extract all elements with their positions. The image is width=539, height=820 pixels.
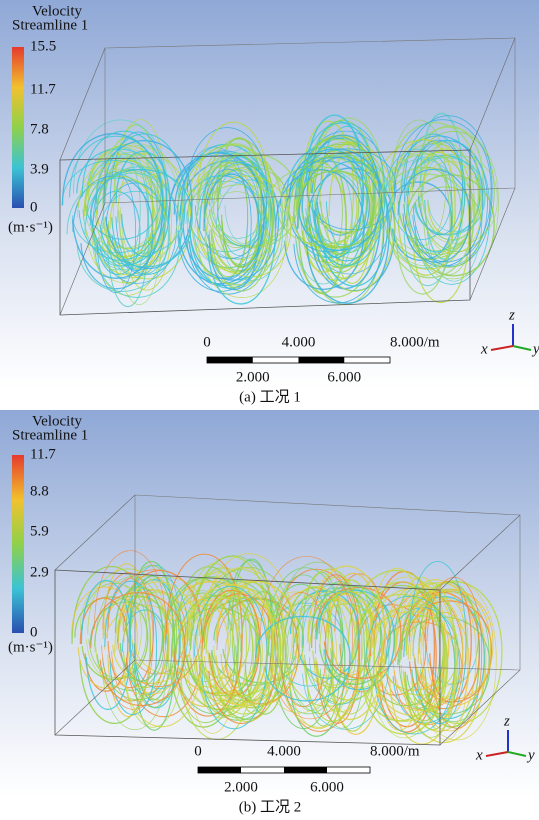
axis-label-z: z [508, 307, 515, 323]
colorbar-label: 11.7 [30, 81, 56, 97]
scale-label: 0 [194, 743, 202, 759]
colorbar-label: 15.5 [30, 38, 56, 54]
legend-subtitle: Streamline 1 [12, 17, 88, 33]
scale-bar-segment [198, 767, 241, 773]
scale-bar-segment [284, 767, 327, 773]
colorbar-label: 2.9 [30, 564, 49, 580]
scale-label: 6.000 [327, 369, 361, 385]
scale-label: 6.000 [310, 779, 344, 795]
colorbar-label: 5.9 [30, 523, 49, 539]
legend-subtitle: Streamline 1 [12, 427, 88, 443]
scale-label: 2.000 [236, 369, 270, 385]
colorbar [12, 455, 24, 633]
body: VelocityStreamline 115.511.77.83.90(m·s⁻… [0, 0, 539, 820]
caption: (b) 工况 2 [239, 798, 302, 815]
scale-label: 2.000 [224, 779, 258, 795]
scale-label: 4.000 [267, 743, 301, 759]
colorbar-label: 0 [30, 199, 38, 215]
legend-unit: (m·s⁻¹) [8, 219, 53, 235]
scale-label: 8.000/m [390, 334, 440, 350]
axis-label-y: y [531, 341, 539, 357]
colorbar-label: 8.8 [30, 483, 49, 499]
colorbar [12, 47, 24, 208]
axis-label-z: z [503, 713, 510, 729]
axis-label-x: x [475, 747, 483, 763]
colorbar-label: 7.8 [30, 121, 49, 137]
colorbar-label: 0 [30, 624, 38, 640]
scale-label: 0 [203, 334, 211, 350]
colorbar-label: 11.7 [30, 446, 56, 462]
scale-bar-segment [207, 357, 253, 363]
page: {"panels":[ {"legend":{"title":"Velocity… [0, 0, 539, 820]
caption: (a) 工况 1 [239, 388, 301, 405]
scale-bar-segment [299, 357, 345, 363]
legend-unit: (m·s⁻¹) [8, 639, 53, 655]
axis-label-y: y [526, 747, 535, 763]
axis-label-x: x [480, 341, 488, 357]
figure: VelocityStreamline 115.511.77.83.90(m·s⁻… [0, 0, 539, 820]
colorbar-label: 3.9 [30, 161, 49, 177]
scale-label: 8.000/m [370, 743, 420, 759]
scale-label: 4.000 [282, 334, 316, 350]
